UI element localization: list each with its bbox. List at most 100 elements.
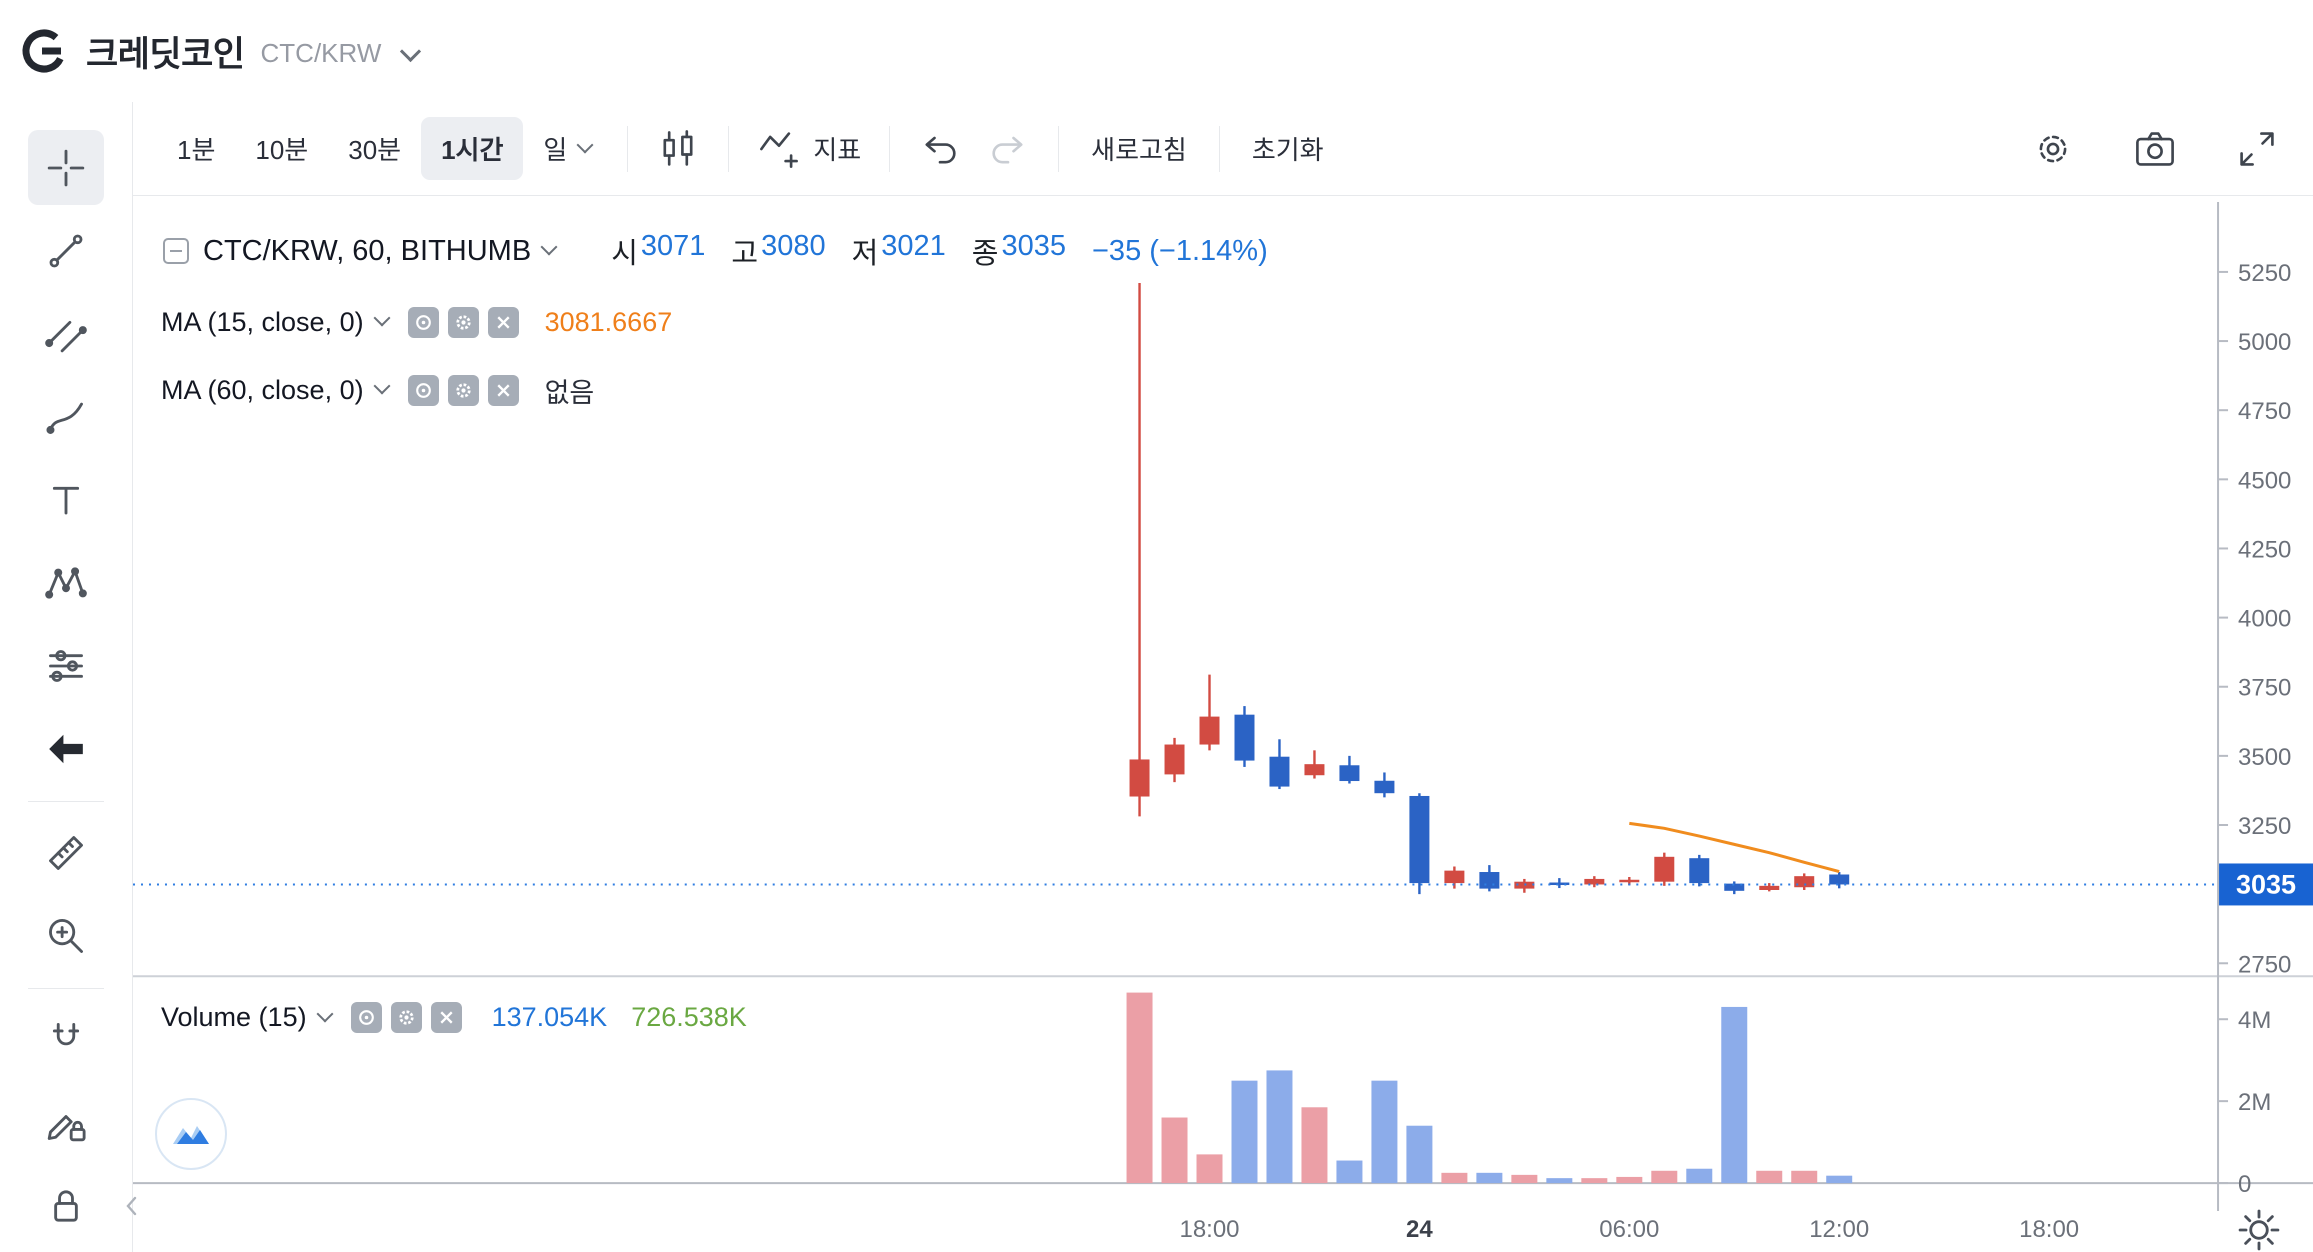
delete-button[interactable] [487, 306, 519, 338]
chart-legend: CTC/KRW, 60, BITHUMB 시 3071 고 3080 저 3021 종… [161, 230, 1268, 408]
divider [889, 125, 891, 172]
interval-day-label: 일 [543, 135, 568, 165]
tool-lock[interactable] [28, 1169, 104, 1244]
chart-column: 1분 10분 30분 1시간 일 [133, 102, 2313, 1252]
svg-text:3250: 3250 [2238, 813, 2291, 840]
svg-text:4500: 4500 [2238, 467, 2291, 494]
ma15-row: MA (15, close, 0) [161, 304, 1268, 340]
fullscreen-icon [2240, 131, 2274, 166]
chevron-down-icon[interactable] [540, 238, 558, 256]
redo-icon [992, 136, 1023, 164]
visibility-button[interactable] [350, 1002, 382, 1033]
chart-canvas[interactable]: 5250 5000 4750 4500 4250 4000 3750 3500 3250 2750… [133, 196, 2313, 1252]
svg-text:3035: 3035 [2236, 869, 2296, 899]
ma15-label: MA (15, close, 0) [161, 306, 364, 337]
tool-xabcd-pattern[interactable] [28, 545, 104, 620]
svg-text:06:00: 06:00 [1599, 1216, 1659, 1243]
tool-arrow[interactable] [28, 712, 104, 787]
divider [28, 987, 104, 989]
divider [1218, 125, 1220, 172]
tool-lock-drawings[interactable] [28, 1086, 104, 1161]
camera-icon [2136, 131, 2174, 166]
gear-icon [398, 1010, 414, 1025]
reset-button[interactable]: 초기화 [1236, 130, 1340, 167]
chevron-down-icon [400, 40, 422, 62]
refresh-button[interactable]: 새로고침 [1075, 130, 1203, 167]
coin-logo-icon [22, 29, 66, 73]
settings-button[interactable] [447, 306, 479, 338]
settings-button[interactable] [447, 374, 479, 406]
tool-zoom-in[interactable] [28, 899, 104, 974]
indicators-button[interactable]: 지표 [745, 119, 873, 179]
close-icon [440, 1011, 453, 1024]
indicators-label: 지표 [813, 135, 862, 165]
undo-icon [925, 136, 956, 164]
sidebar-collapse-button[interactable] [119, 1186, 145, 1226]
visibility-button[interactable] [407, 374, 439, 406]
ma15-value: 3081.6667 [544, 306, 673, 337]
fullscreen-button[interactable] [2223, 119, 2291, 179]
chevron-down-icon[interactable] [316, 1005, 334, 1022]
brush-icon [46, 402, 83, 434]
tool-magnet[interactable] [28, 1003, 104, 1078]
coin-selector-button[interactable] [400, 40, 422, 62]
ma60-row: MA (60, close, 0) [161, 372, 1268, 408]
svg-text:4M: 4M [2238, 1007, 2271, 1034]
svg-text:0: 0 [2238, 1171, 2251, 1198]
close-icon [497, 315, 510, 329]
chevron-down-icon[interactable] [373, 377, 391, 395]
chevron-down-icon [576, 136, 594, 153]
tool-trend-line[interactable] [28, 213, 104, 288]
lock-icon [54, 1190, 78, 1223]
trend-line-icon [49, 234, 83, 268]
divider [627, 125, 629, 172]
change-readout: −35 (−1.14%) [1092, 234, 1268, 267]
exchange-logo-button[interactable] [155, 1098, 227, 1170]
close-icon [497, 383, 510, 397]
interval-1hour-button[interactable]: 1시간 [421, 117, 524, 180]
tool-text[interactable] [28, 462, 104, 537]
app-header: 크레딧코인 CTC/KRW [0, 0, 2313, 102]
eye-icon [415, 382, 431, 398]
tool-crosshair[interactable] [28, 130, 104, 206]
svg-text:5000: 5000 [2238, 329, 2291, 356]
high-readout: 고 3080 [731, 230, 826, 270]
svg-text:2M: 2M [2238, 1089, 2271, 1116]
volume-controls [350, 1002, 462, 1033]
visibility-button[interactable] [407, 306, 439, 338]
svg-text:12:00: 12:00 [1809, 1216, 1869, 1243]
pane-collapse-button[interactable] [161, 236, 191, 266]
series-title: CTC/KRW, 60, BITHUMB [203, 234, 532, 267]
ma60-label: MA (60, close, 0) [161, 374, 364, 405]
drawing-toolbar [0, 102, 137, 1252]
svg-text:2750: 2750 [2238, 951, 2291, 978]
tool-brush[interactable] [28, 379, 104, 454]
undo-button[interactable] [906, 119, 974, 179]
chart-type-button[interactable] [644, 119, 712, 179]
series-row: CTC/KRW, 60, BITHUMB 시 3071 고 3080 저 3021 종… [161, 230, 1268, 272]
svg-text:18:00: 18:00 [1180, 1216, 1240, 1243]
tool-ruler[interactable] [28, 816, 104, 891]
screenshot-button[interactable] [2121, 119, 2189, 179]
delete-button[interactable] [487, 374, 519, 406]
settings-button[interactable] [390, 1002, 422, 1033]
tool-forecast[interactable] [28, 628, 104, 703]
open-readout: 시 3071 [611, 230, 706, 270]
chart-toolbar: 1분 10분 30분 1시간 일 [133, 102, 2313, 196]
theme-toggle-button[interactable] [2233, 1204, 2285, 1252]
chevron-left-icon [126, 1196, 137, 1216]
chevron-down-icon[interactable] [373, 309, 391, 327]
tool-parallel-channel[interactable] [28, 296, 104, 371]
interval-10min-button[interactable]: 10분 [235, 117, 328, 180]
toolbar-right-group [2019, 119, 2291, 179]
candlestick-icon [663, 129, 693, 166]
interval-30min-button[interactable]: 30분 [328, 117, 421, 180]
low-readout: 저 3021 [851, 230, 946, 270]
settings-button[interactable] [2019, 119, 2087, 179]
redo-button[interactable] [974, 119, 1042, 179]
ma15-controls [407, 306, 519, 338]
delete-button[interactable] [430, 1002, 462, 1033]
interval-1min-button[interactable]: 1분 [157, 117, 235, 180]
parallel-channel-icon [45, 320, 87, 352]
interval-day-dropdown[interactable]: 일 [523, 117, 611, 180]
